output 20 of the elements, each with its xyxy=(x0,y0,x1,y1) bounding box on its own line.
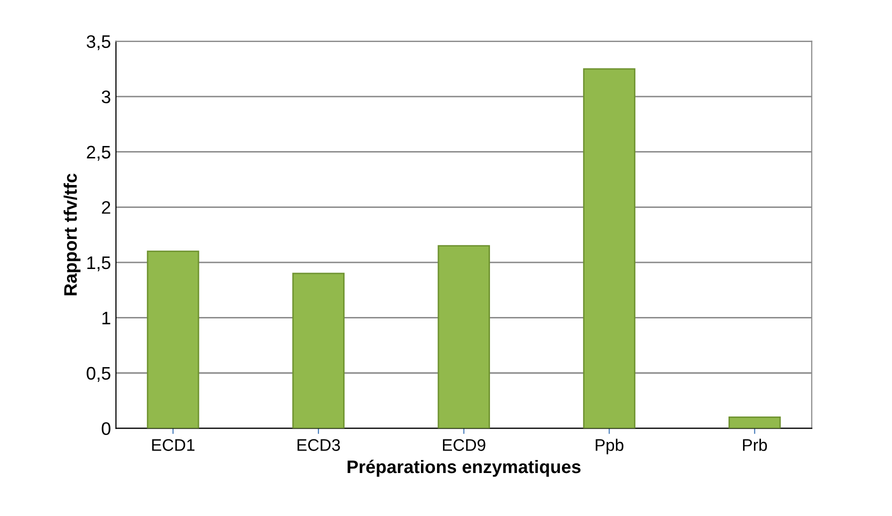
y-tick-label: 3 xyxy=(102,90,110,104)
y-tick-label: 0 xyxy=(102,422,110,435)
x-tick-label: ECD3 xyxy=(298,439,340,451)
y-tick-label: 1 xyxy=(102,312,110,324)
x-axis-title: Préparations enzymatiques xyxy=(348,460,581,477)
y-tick-label: 1,5 xyxy=(87,256,110,272)
y-tick-label: 3,5 xyxy=(86,35,110,50)
y-tick-label: 2 xyxy=(102,201,110,214)
y-tick-label: 0,5 xyxy=(86,366,110,382)
y-tick-label: 2,5 xyxy=(86,146,110,161)
bar xyxy=(728,416,781,428)
x-tick-label: ECD1 xyxy=(152,439,194,451)
bar xyxy=(292,272,345,428)
y-axis-title: Rapport tfv/tfc xyxy=(64,174,80,296)
x-tick-label: Prb xyxy=(743,438,767,451)
x-tick-label: ECD9 xyxy=(442,439,486,451)
bar xyxy=(583,68,636,428)
bar xyxy=(146,250,200,428)
x-tick-label: Ppb xyxy=(596,438,624,454)
bar xyxy=(438,245,490,428)
